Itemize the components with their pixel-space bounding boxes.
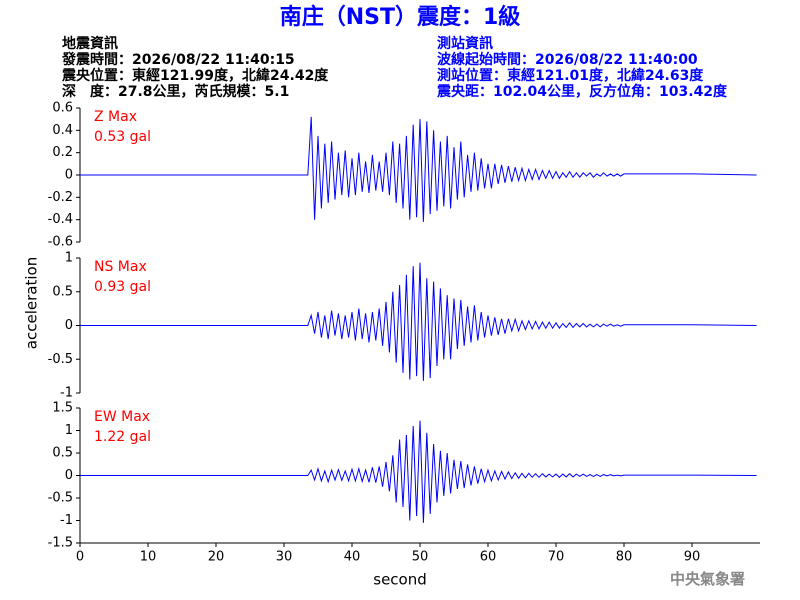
y-tick-label: 0.5 [52, 284, 73, 299]
x-tick-label: 20 [208, 550, 225, 565]
waveform [80, 262, 757, 381]
x-tick-label: 90 [684, 550, 701, 565]
max-label: 0.53 gal [94, 129, 151, 145]
y-tick-label: -1.5 [48, 536, 73, 551]
y-tick-label: -0.6 [48, 235, 73, 250]
info-left: 震央位置：東經121.99度，北緯24.42度 [61, 67, 329, 84]
panel-label: NS Max [94, 259, 147, 275]
info-right: 波線起始時間：2026/08/22 11:40:00 [437, 51, 698, 68]
y-tick-label: -0.4 [48, 212, 73, 227]
panel-label: EW Max [94, 409, 150, 425]
y-tick-label: 0 [65, 468, 73, 483]
y-tick-label: -1 [60, 386, 73, 401]
x-tick-label: 70 [548, 550, 565, 565]
y-tick-label: 0 [65, 318, 73, 333]
y-tick-label: -0.5 [48, 352, 73, 367]
y-tick-label: 1 [65, 423, 73, 438]
x-tick-label: 40 [344, 550, 361, 565]
y-tick-label: 0.4 [52, 123, 73, 138]
info-left: 發震時間：2026/08/22 11:40:15 [61, 51, 295, 68]
footer: 中央氣象署 [670, 570, 745, 588]
y-tick-label: -1 [60, 513, 73, 528]
x-tick-label: 50 [412, 550, 429, 565]
y-tick-label: -0.2 [48, 190, 73, 205]
max-label: 0.93 gal [94, 279, 151, 295]
y-tick-label: 0 [65, 168, 73, 183]
y-tick-label: 1 [65, 251, 73, 266]
info-left: 深 度：27.8公里，芮氏規模：5.1 [62, 83, 289, 100]
info-right: 震央距：102.04公里，反方位角：103.42度 [436, 83, 728, 100]
waveform [80, 420, 757, 523]
y-tick-label: 0.6 [52, 101, 73, 116]
y-axis-label: acceleration [23, 257, 41, 349]
x-axis-label: second [373, 571, 427, 589]
y-tick-label: 0.2 [52, 145, 73, 160]
info-right: 測站資訊 [437, 35, 493, 52]
y-tick-label: 1.5 [52, 401, 73, 416]
max-label: 1.22 gal [94, 429, 151, 445]
x-tick-label: 30 [276, 550, 293, 565]
x-tick-label: 0 [76, 550, 84, 565]
x-tick-label: 10 [140, 550, 157, 565]
y-tick-label: -0.5 [48, 491, 73, 506]
x-tick-label: 80 [616, 550, 633, 565]
info-left: 地震資訊 [62, 35, 118, 52]
x-tick-label: 60 [480, 550, 497, 565]
chart-title: 南庄（NST）震度：1級 [280, 4, 521, 30]
info-right: 測站位置：東經121.01度，北緯24.63度 [437, 67, 704, 84]
y-tick-label: 0.5 [52, 446, 73, 461]
waveform [80, 116, 757, 222]
panel-label: Z Max [94, 109, 137, 125]
